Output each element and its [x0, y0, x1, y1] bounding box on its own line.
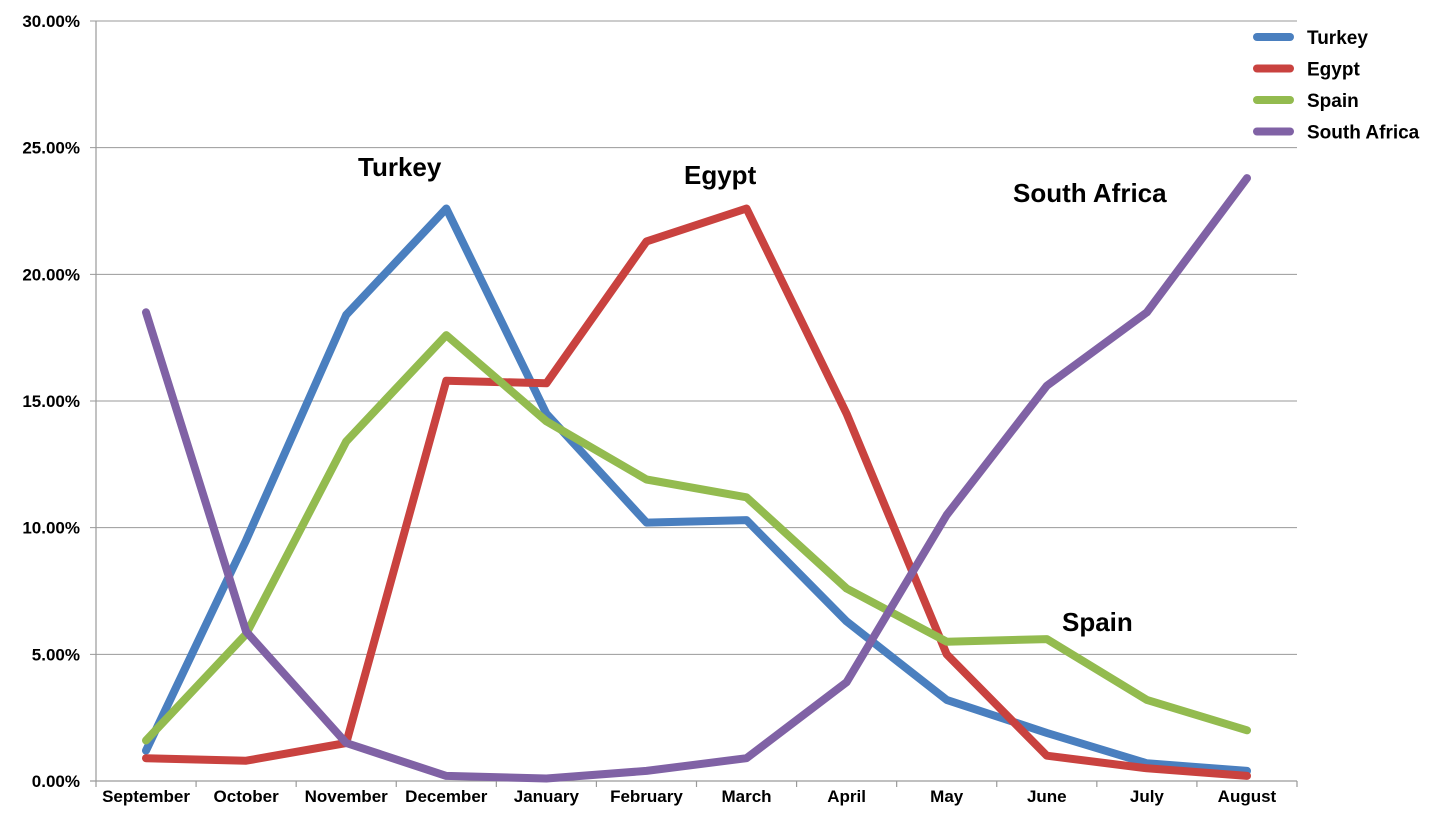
y-tick-label: 10.00% — [22, 519, 80, 538]
annotation-turkey: Turkey — [358, 152, 442, 182]
x-tick-label: March — [722, 787, 772, 806]
x-tick-label: August — [1218, 787, 1277, 806]
x-tick-label: December — [405, 787, 488, 806]
series-line-turkey — [142, 204, 1251, 775]
y-tick-label: 25.00% — [22, 139, 80, 158]
gridlines — [90, 20, 1298, 787]
annotation-south-africa: South Africa — [1013, 178, 1167, 208]
y-tick-label: 5.00% — [32, 645, 80, 664]
x-tick-label: April — [827, 787, 866, 806]
legend-label-spain: Spain — [1307, 91, 1359, 112]
y-tick-label: 20.00% — [22, 265, 80, 284]
y-tick-label: 15.00% — [22, 392, 80, 411]
y-axis-tick-labels: 0.00% 5.00% 10.00% 15.00% 20.00% 25.00% 30.00% — [22, 12, 80, 791]
series-line-south-africa — [142, 174, 1251, 783]
x-tick-label: September — [102, 787, 190, 806]
legend: Turkey Egypt Spain South Africa — [1253, 28, 1420, 144]
legend-label-south-africa: South Africa — [1307, 123, 1420, 144]
y-tick-label: 30.00% — [22, 12, 80, 31]
y-tick-label: 0.00% — [32, 772, 80, 791]
annotation-egypt: Egypt — [684, 160, 757, 190]
annotation-spain: Spain — [1062, 607, 1133, 637]
x-tick-label: July — [1130, 787, 1165, 806]
x-tick-label: January — [514, 787, 580, 806]
legend-label-turkey: Turkey — [1307, 28, 1368, 49]
x-axis-tick-labels: September October November December January F… — [102, 787, 1276, 806]
x-tick-label: February — [610, 787, 683, 806]
series-line-egypt — [142, 204, 1251, 780]
x-tick-label: October — [214, 787, 280, 806]
series-lines — [142, 174, 1251, 783]
series-line-spain — [142, 331, 1251, 745]
legend-label-egypt: Egypt — [1307, 60, 1360, 81]
x-tick-label: May — [930, 787, 964, 806]
x-tick-label: November — [305, 787, 389, 806]
x-tick-label: June — [1027, 787, 1067, 806]
